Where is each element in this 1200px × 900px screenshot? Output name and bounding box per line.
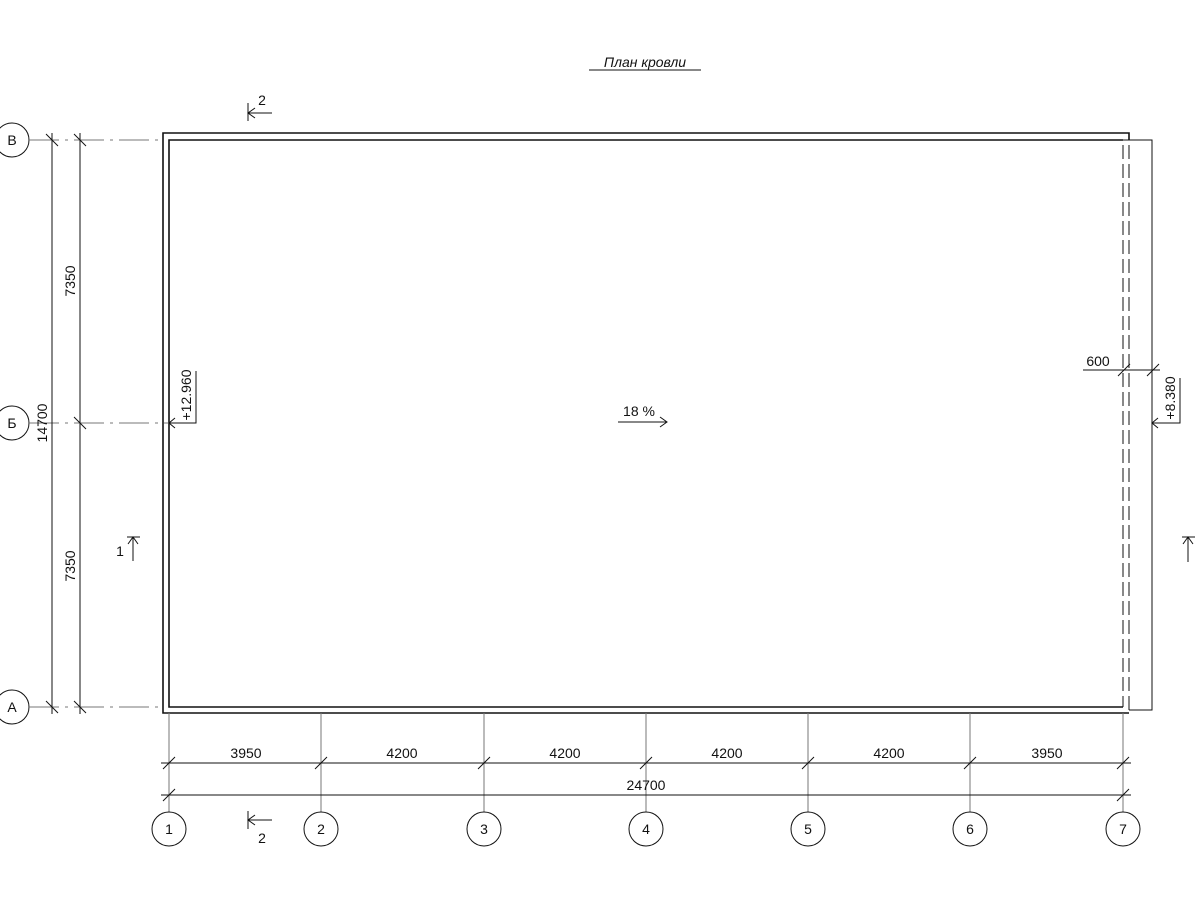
- svg-text:А: А: [7, 699, 17, 715]
- svg-text:6: 6: [966, 821, 974, 837]
- svg-text:2: 2: [258, 830, 266, 846]
- section-mark-top: 2: [247, 92, 272, 121]
- section-mark-left: 1: [116, 536, 140, 561]
- svg-text:5: 5: [804, 821, 812, 837]
- column-axis-6: 6: [952, 713, 988, 847]
- dim-7350-upper: 7350: [62, 265, 78, 296]
- column-axes: 1 2 3 4 5 6 7: [151, 713, 1141, 847]
- arrow-right-icon: [659, 416, 668, 428]
- svg-text:4: 4: [642, 821, 650, 837]
- svg-text:1: 1: [165, 821, 173, 837]
- dim-segment: 3950: [1031, 745, 1062, 761]
- elevation-left: +12.960: [168, 369, 197, 429]
- svg-text:18 %: 18 %: [623, 403, 655, 419]
- column-axis-2: 2: [303, 713, 339, 847]
- svg-text:Б: Б: [7, 415, 16, 431]
- svg-text:600: 600: [1086, 353, 1110, 369]
- column-axis-1: 1: [151, 713, 187, 847]
- dim-segment: 4200: [386, 745, 417, 761]
- row-axis-v: В: [0, 122, 163, 158]
- section-mark-bottom: 2: [247, 811, 272, 846]
- column-axis-7: 7: [1105, 713, 1141, 847]
- dim-segment: 4200: [711, 745, 742, 761]
- svg-text:2: 2: [258, 92, 266, 108]
- horizontal-dimensions: 3950 4200 4200 4200 4200 3950 24700: [161, 745, 1131, 802]
- dim-segment: 4200: [873, 745, 904, 761]
- vertical-dimensions: 7350 7350 14700: [34, 133, 87, 714]
- row-axis-a: А: [0, 689, 163, 725]
- svg-text:3: 3: [480, 821, 488, 837]
- roof-outline: [162, 132, 1153, 714]
- slope-indicator: 18 %: [618, 403, 668, 428]
- overhang-dimension: 600: [1083, 353, 1160, 377]
- svg-text:2: 2: [317, 821, 325, 837]
- column-axis-3: 3: [466, 713, 502, 847]
- row-axis-b: Б: [0, 405, 169, 441]
- svg-text:+8.380: +8.380: [1162, 376, 1178, 419]
- dim-segment: 3950: [230, 745, 261, 761]
- dim-14700: 14700: [34, 403, 50, 442]
- svg-text:1: 1: [116, 543, 124, 559]
- column-axis-5: 5: [790, 713, 826, 847]
- elevation-right: +8.380: [1151, 376, 1181, 429]
- drawing-title: План кровли: [604, 54, 686, 70]
- dim-segment: 4200: [549, 745, 580, 761]
- svg-text:7: 7: [1119, 821, 1127, 837]
- dim-total: 24700: [627, 777, 666, 793]
- svg-text:+12.960: +12.960: [178, 369, 194, 420]
- section-mark-right: [1182, 536, 1195, 562]
- svg-text:В: В: [7, 132, 16, 148]
- dim-7350-lower: 7350: [62, 550, 78, 581]
